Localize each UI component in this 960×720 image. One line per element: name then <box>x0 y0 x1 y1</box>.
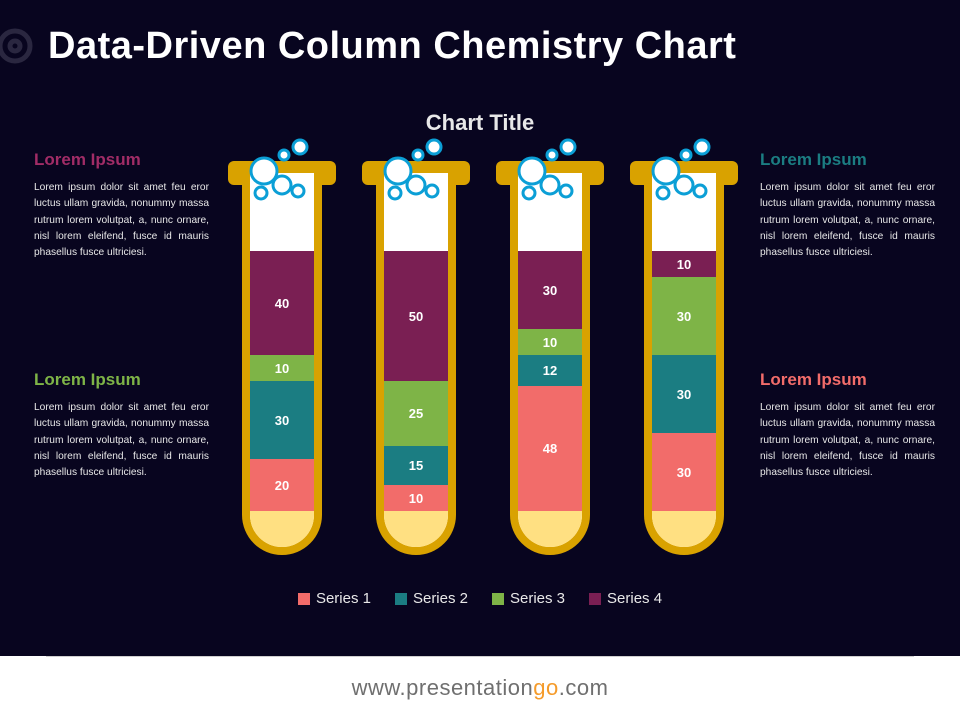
chart-title: Chart Title <box>0 110 960 136</box>
callout-title: Lorem Ipsum <box>34 370 209 390</box>
tube-base-fill <box>652 511 716 547</box>
chart-segment: 30 <box>652 355 716 433</box>
callout-block: Lorem Ipsum Lorem ipsum dolor sit amet fe… <box>760 370 935 482</box>
legend-item: Series 3 <box>492 590 565 607</box>
segment-stack: 10152550 <box>384 251 448 511</box>
target-icon <box>0 23 38 69</box>
segment-stack: 20301040 <box>250 251 314 511</box>
tube-inner: 30303010 <box>652 173 716 547</box>
chart-segment: 10 <box>518 329 582 355</box>
page-title: Data-Driven Column Chemistry Chart <box>48 25 736 68</box>
chart-legend: Series 1 Series 2 Series 3 Series 4 <box>0 590 960 609</box>
slide-root: Data-Driven Column Chemistry Chart Chart… <box>0 0 960 720</box>
title-bar: Data-Driven Column Chemistry Chart <box>0 18 960 74</box>
callout-title: Lorem Ipsum <box>760 150 935 170</box>
chart-segment: 20 <box>250 459 314 511</box>
footer-divider <box>46 656 914 657</box>
callout-block: Lorem Ipsum Lorem ipsum dolor sit amet fe… <box>34 150 209 262</box>
segment-stack: 30303010 <box>652 251 716 511</box>
legend-swatch <box>589 593 601 605</box>
chart-segment: 48 <box>518 386 582 511</box>
tube-inner: 20301040 <box>250 173 314 547</box>
test-tube: 48121030 <box>496 155 604 555</box>
bubbles-icon <box>644 137 726 207</box>
chart-segment: 15 <box>384 446 448 485</box>
chart-segment: 10 <box>652 251 716 277</box>
chart-segment: 50 <box>384 251 448 381</box>
bubbles-icon <box>510 137 592 207</box>
callout-body: Lorem ipsum dolor sit amet feu eror luct… <box>34 180 209 262</box>
chart-segment: 30 <box>250 381 314 459</box>
chart-segment: 10 <box>250 355 314 381</box>
footer-url: www.presentationgo.com <box>352 675 609 701</box>
legend-label: Series 4 <box>607 590 662 607</box>
bubbles-icon <box>376 137 458 207</box>
tube-base-fill <box>518 511 582 547</box>
legend-label: Series 3 <box>510 590 565 607</box>
chart-segment: 30 <box>652 433 716 511</box>
legend-label: Series 1 <box>316 590 371 607</box>
legend-item: Series 4 <box>589 590 662 607</box>
legend-item: Series 2 <box>395 590 468 607</box>
callout-block: Lorem Ipsum Lorem ipsum dolor sit amet fe… <box>760 150 935 262</box>
legend-swatch <box>492 593 504 605</box>
test-tube-chart: 20301040101525504812103030303010 <box>228 155 738 555</box>
chart-segment: 30 <box>652 277 716 355</box>
legend-swatch <box>395 593 407 605</box>
test-tube: 10152550 <box>362 155 470 555</box>
legend-item: Series 1 <box>298 590 371 607</box>
callout-body: Lorem ipsum dolor sit amet feu eror luct… <box>760 400 935 482</box>
chart-segment: 30 <box>518 251 582 329</box>
tube-base-fill <box>250 511 314 547</box>
legend-label: Series 2 <box>413 590 468 607</box>
callout-body: Lorem ipsum dolor sit amet feu eror luct… <box>34 400 209 482</box>
test-tube: 20301040 <box>228 155 336 555</box>
chart-segment: 12 <box>518 355 582 386</box>
callout-body: Lorem ipsum dolor sit amet feu eror luct… <box>760 180 935 262</box>
callout-title: Lorem Ipsum <box>34 150 209 170</box>
chart-segment: 40 <box>250 251 314 355</box>
test-tube: 30303010 <box>630 155 738 555</box>
chart-segment: 25 <box>384 381 448 446</box>
bubbles-icon <box>242 137 324 207</box>
chart-segment: 10 <box>384 485 448 511</box>
segment-stack: 48121030 <box>518 251 582 511</box>
footer: www.presentationgo.com <box>0 656 960 720</box>
legend-swatch <box>298 593 310 605</box>
tube-inner: 48121030 <box>518 173 582 547</box>
tube-inner: 10152550 <box>384 173 448 547</box>
callout-block: Lorem Ipsum Lorem ipsum dolor sit amet fe… <box>34 370 209 482</box>
callout-title: Lorem Ipsum <box>760 370 935 390</box>
tube-base-fill <box>384 511 448 547</box>
